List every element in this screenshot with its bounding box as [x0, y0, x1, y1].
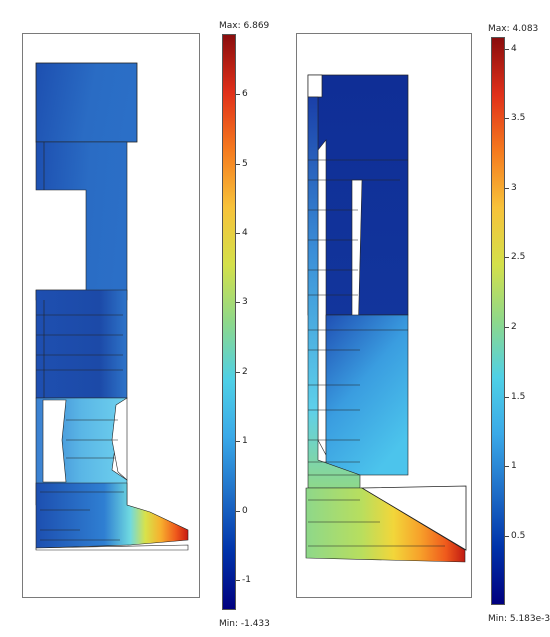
right-max-label: Max: 4.083 [488, 24, 539, 34]
right-tick-label: 3 [511, 183, 517, 193]
right-tick-mark [505, 49, 509, 50]
left-right-slot [111, 397, 128, 481]
left-tick-label: 2 [242, 367, 248, 377]
left-tick-label: 3 [242, 297, 248, 307]
right-middle-block [325, 314, 409, 476]
left-tick-mark [236, 580, 240, 581]
left-tick-label: 1 [242, 436, 248, 446]
left-tick-label: 6 [242, 89, 248, 99]
left-min-label: Min: -1.433 [219, 619, 270, 629]
right-tick-mark [505, 397, 509, 398]
right-mesh-lines [308, 159, 445, 547]
left-foot [35, 482, 189, 549]
left-foot-rail [35, 544, 189, 551]
right-corner-notch [307, 74, 323, 98]
right-min-label: Min: 5.183e-3 [488, 614, 550, 624]
left-colorbar [222, 34, 236, 610]
left-tick-mark [236, 372, 240, 373]
left-mesh-lines [36, 142, 124, 541]
right-tick-mark [505, 466, 509, 467]
left-top-block [35, 62, 138, 143]
right-tick-mark [505, 327, 509, 328]
left-cutout [42, 399, 67, 483]
right-tick-label: 3.5 [511, 113, 526, 123]
right-foot [305, 487, 466, 563]
right-tick-mark [505, 257, 509, 258]
left-tick-label: 4 [242, 228, 248, 238]
right-tick-label: 0.5 [511, 531, 526, 541]
left-tick-mark [236, 511, 240, 512]
left-tick-mark [236, 441, 240, 442]
right-tick-mark [505, 188, 509, 189]
left-tick-mark [236, 164, 240, 165]
right-tick-mark [505, 118, 509, 119]
right-tick-label: 1 [511, 461, 517, 471]
right-tick-label: 2 [511, 322, 517, 332]
left-max-label: Max: 6.869 [219, 21, 270, 31]
left-tick-label: 5 [242, 159, 248, 169]
right-colorbar [491, 37, 505, 605]
right-tick-label: 2.5 [511, 252, 526, 262]
right-slot-left [317, 139, 327, 456]
left-tick-label: -1 [242, 575, 251, 585]
right-tick-label: 4 [511, 44, 517, 54]
right-tick-mark [505, 536, 509, 537]
right-wedge-outline [360, 485, 467, 551]
left-tick-label: 0 [242, 506, 248, 516]
left-tick-mark [236, 302, 240, 303]
left-tick-mark [236, 94, 240, 95]
left-tick-mark [236, 233, 240, 234]
right-tick-label: 1.5 [511, 392, 526, 402]
